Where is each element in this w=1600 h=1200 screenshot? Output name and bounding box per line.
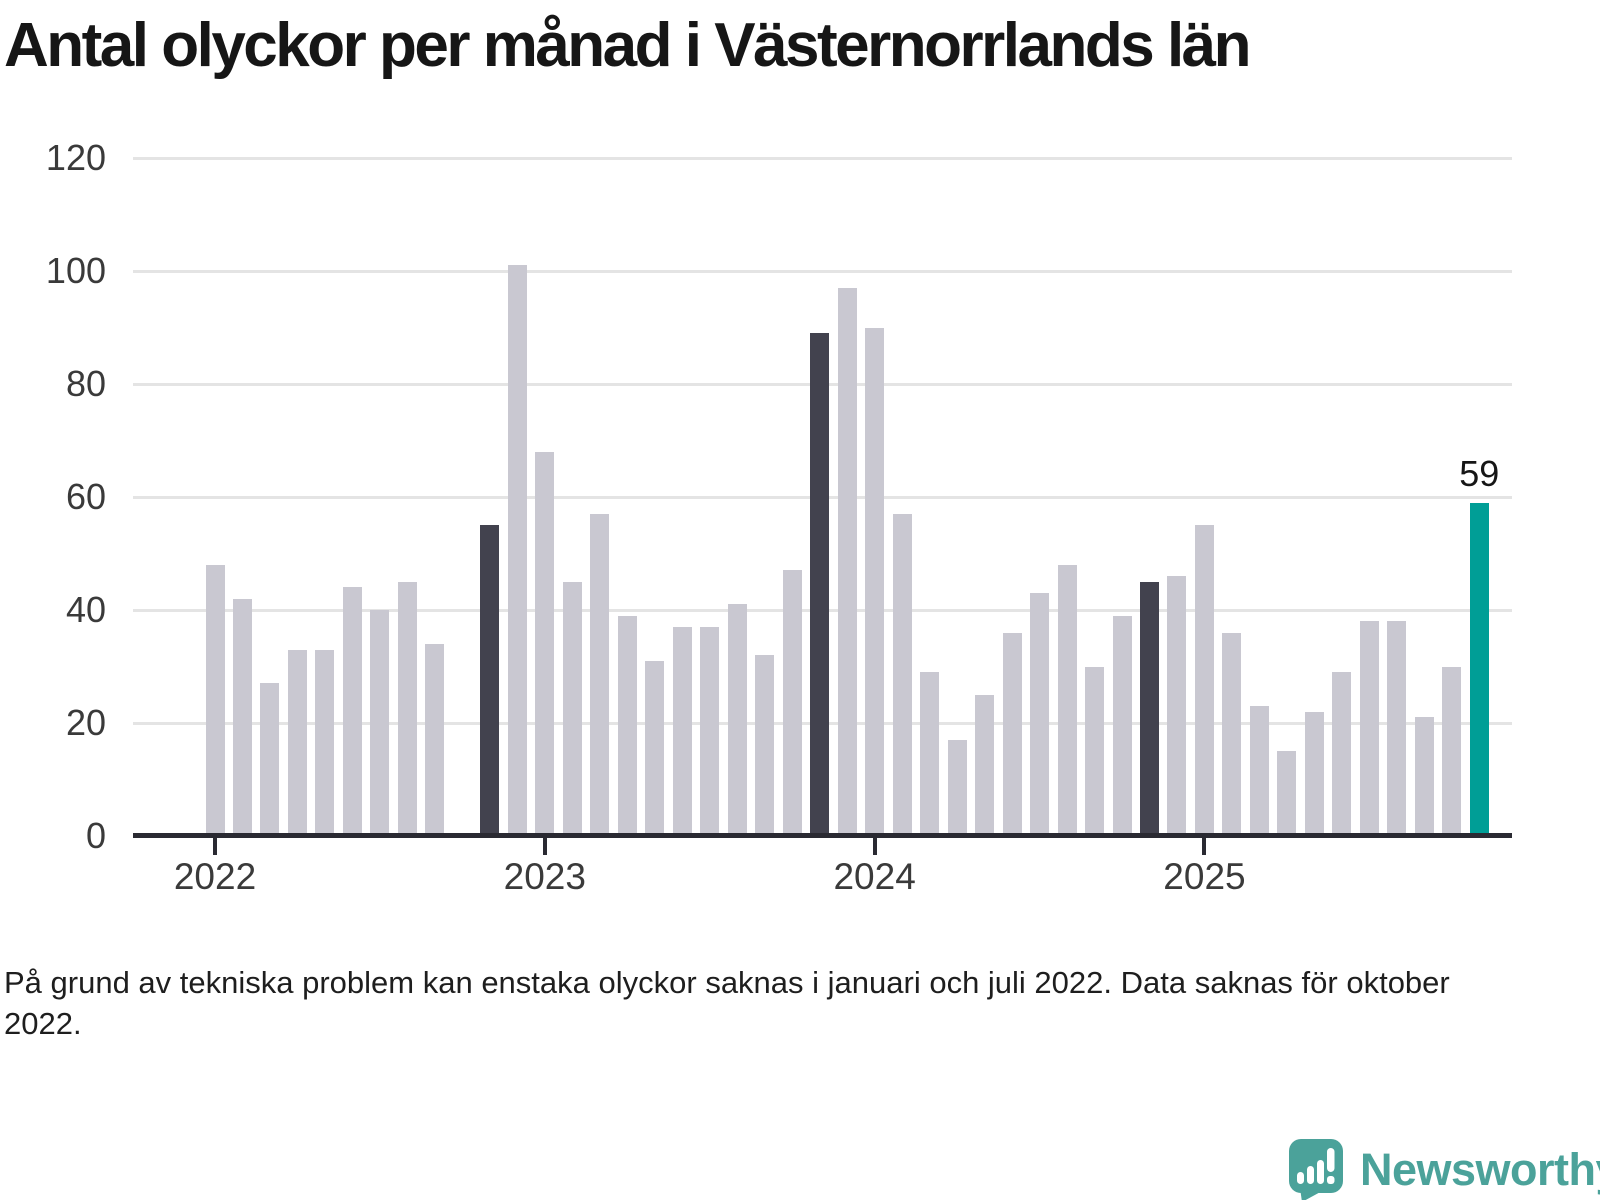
current-value-label: 59 [1459,452,1500,494]
chart-title: Antal olyckor per månad i Västernorrland… [4,11,1252,80]
x-axis-tick-2024 [872,838,877,855]
newsworthy-logo-icon [1289,1139,1343,1200]
bar-2025-04 [1277,751,1297,836]
bar-2024-08 [1057,564,1077,836]
bar-2023-04 [617,615,637,836]
bar-2024-03 [920,672,940,836]
bar-2025-09 [1414,717,1434,836]
x-axis-label-2022: 2022 [173,856,257,897]
y-axis-label-0: 0 [85,815,106,856]
bar-2024-06 [1002,632,1022,836]
bar-2022-01 [205,564,225,836]
bar-2023-07 [700,626,720,836]
bar-2023-03 [590,513,610,836]
y-axis-label-100: 100 [45,250,106,291]
bar-2023-02 [562,581,582,836]
footnote: På grund av tekniska problem kan enstaka… [4,965,1450,1041]
y-axis-label-60: 60 [65,476,106,517]
y-axis-label-20: 20 [65,702,106,743]
bar-2022-04 [287,649,307,836]
bar-2022-11 [480,525,500,836]
bar-2025-02 [1222,632,1242,836]
bar-2023-06 [672,626,692,836]
gridline-120 [133,156,1512,160]
bar-2023-12 [837,287,857,836]
x-axis-tick-2025 [1202,838,1207,855]
bar-2022-12 [507,265,527,836]
bar-2024-05 [975,694,995,836]
y-axis-label-120: 120 [45,137,106,178]
bar-2024-09 [1085,666,1105,836]
bar-2023-09 [755,655,775,836]
bar-2025-07 [1359,621,1379,836]
bar-2024-04 [947,739,967,836]
bar-2024-10 [1112,615,1132,836]
bar-2022-02 [232,598,252,836]
bar-2022-06 [342,587,362,836]
bar-2024-02 [892,513,912,836]
plot-area: 0 20 40 60 80 100 120 2022 2023 2024 2025 59 [45,137,1512,897]
bar-2025-06 [1332,672,1352,836]
x-axis-label-2024: 2024 [833,856,916,897]
brand-name: Newsworthy [1360,1144,1600,1195]
bar-2023-01 [535,451,555,836]
bar-2022-05 [315,649,335,836]
bar-2024-01 [865,327,885,836]
x-axis-line [133,833,1512,838]
bar-2025-08 [1387,621,1407,836]
x-axis-label-2025: 2025 [1163,856,1246,897]
bar-2022-08 [397,581,417,836]
newsworthy-logo: Newsworthy [1288,1138,1600,1200]
bar-2022-07 [370,610,390,836]
x-axis-tick-2022 [213,838,217,855]
x-axis-label-2023: 2023 [503,856,586,897]
bar-2025-03 [1249,706,1269,836]
x-axis-tick-2023 [542,838,547,855]
bar-2022-09 [425,643,445,836]
bar-2024-11 [1139,581,1159,836]
bar-2023-08 [727,604,747,836]
bar-2022-03 [260,683,280,836]
bar-2025-11 [1469,502,1489,836]
gridline-100 [133,269,1512,273]
y-axis-label-80: 80 [65,363,106,404]
bar-2025-10 [1442,666,1462,836]
y-axis-label-40: 40 [65,589,106,630]
bar-2025-01 [1194,525,1214,836]
bar-2023-11 [810,333,830,836]
bar-2024-12 [1167,576,1187,836]
bar-2024-07 [1030,593,1050,836]
bar-2025-05 [1304,711,1324,836]
bar-2023-10 [782,570,802,836]
bar-2023-05 [645,660,665,836]
